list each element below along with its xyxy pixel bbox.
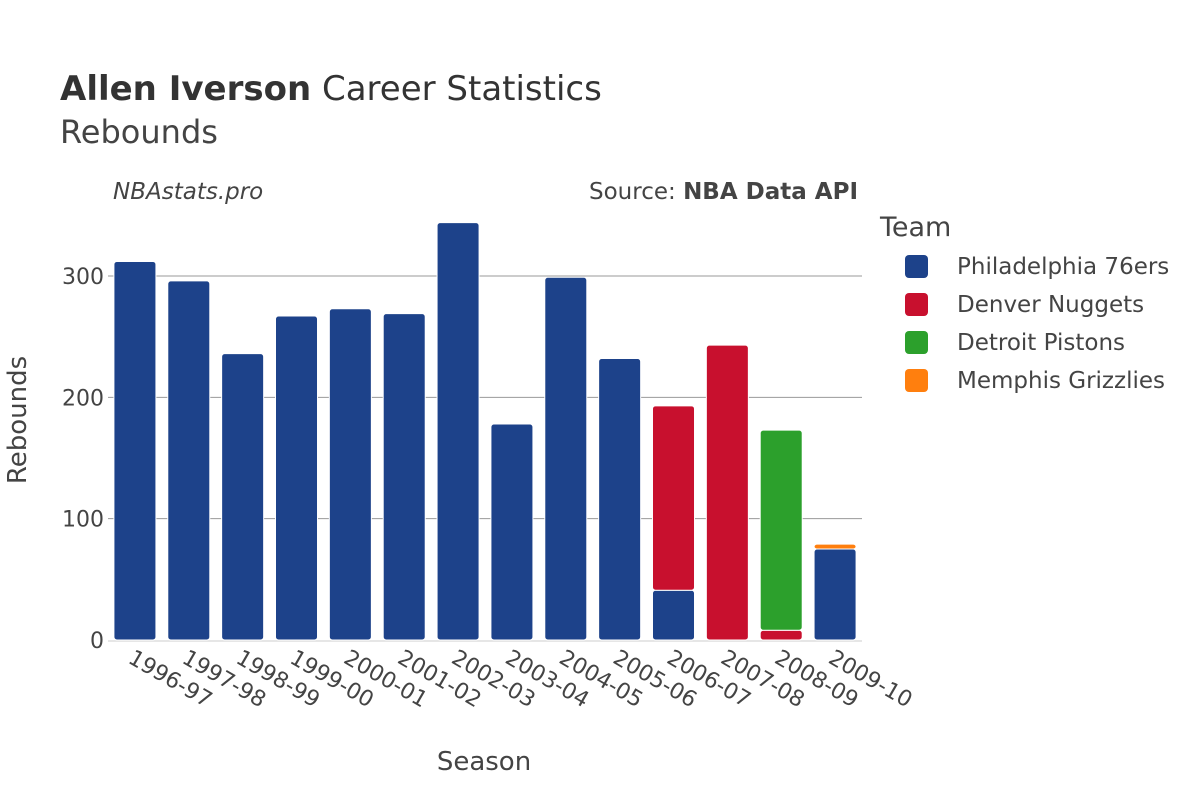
legend-item-label: Denver Nuggets <box>957 292 1144 318</box>
y-tick-label: 100 <box>62 508 104 533</box>
chart-title-rest: Career Statistics <box>311 69 602 109</box>
legend-swatch <box>905 331 928 354</box>
source-label: Source: NBA Data API <box>589 179 858 205</box>
bar-1999-00-philadelphia-76ers <box>275 315 319 641</box>
bar-1996-97-philadelphia-76ers <box>113 260 157 641</box>
y-tick-label: 0 <box>90 629 104 654</box>
chart-title-player: Allen Iverson <box>60 69 311 109</box>
bar-2001-02-philadelphia-76ers <box>382 313 426 641</box>
bar-1998-99-philadelphia-76ers <box>221 353 265 641</box>
bar-2006-07-denver-nuggets <box>652 405 696 591</box>
y-tick-label: 300 <box>62 265 104 290</box>
legend-title: Team <box>879 212 951 243</box>
bar-2007-08-denver-nuggets <box>705 344 749 641</box>
source-name: NBA Data API <box>683 179 858 205</box>
legend-swatch <box>905 369 928 392</box>
y-tick-labels: 0 100 200 300 <box>62 265 104 654</box>
gridlines <box>108 275 862 642</box>
legend: Philadelphia 76ers Denver Nuggets Detroit … <box>905 254 1169 394</box>
bar-2005-06-philadelphia-76ers <box>598 358 642 641</box>
bar-2006-07-philadelphia-76ers <box>652 589 696 641</box>
bar-2008-09-denver-nuggets <box>759 629 803 641</box>
legend-item-label: Memphis Grizzlies <box>957 368 1165 394</box>
chart-title: Allen Iverson Career Statistics <box>60 69 602 109</box>
site-label: NBAstats.pro <box>113 179 263 205</box>
y-axis-title: Rebounds <box>3 356 33 484</box>
bars <box>113 222 857 641</box>
bar-1997-98-philadelphia-76ers <box>167 280 211 641</box>
bar-2009-10-memphis-grizzlies <box>813 543 857 550</box>
bar-2000-01-philadelphia-76ers <box>328 308 372 641</box>
legend-swatch <box>905 255 928 278</box>
x-tick-labels: 1996-971997-981998-991999-002000-012001-… <box>124 646 916 714</box>
x-axis-title: Season <box>437 747 531 777</box>
legend-swatch <box>905 293 928 316</box>
legend-item-label: Detroit Pistons <box>957 330 1125 356</box>
bar-2009-10-philadelphia-76ers <box>813 548 857 641</box>
bar-2004-05-philadelphia-76ers <box>544 276 588 641</box>
legend-item-label: Philadelphia 76ers <box>957 254 1169 280</box>
bar-2002-03-philadelphia-76ers <box>436 222 480 641</box>
bar-2008-09-detroit-pistons <box>759 429 803 631</box>
y-tick-label: 200 <box>62 386 104 411</box>
source-prefix: Source: <box>589 179 683 205</box>
chart-subtitle: Rebounds <box>60 113 218 151</box>
bar-2003-04-philadelphia-76ers <box>490 423 534 641</box>
